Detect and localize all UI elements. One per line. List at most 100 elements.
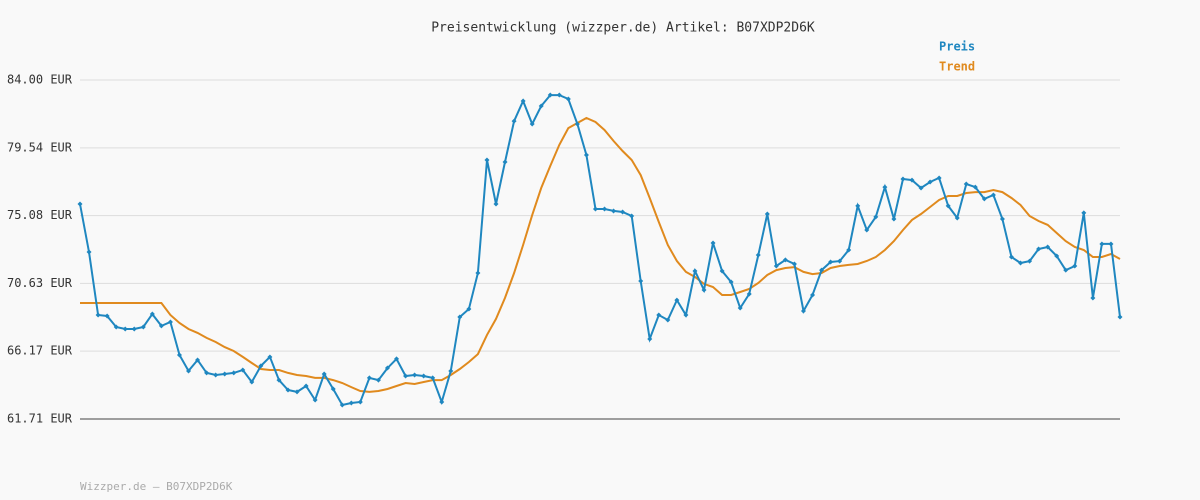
- point-marker: [95, 312, 101, 318]
- point-marker: [1081, 210, 1087, 216]
- point-marker: [828, 259, 834, 265]
- point-marker: [1036, 246, 1042, 252]
- point-marker: [538, 103, 544, 109]
- point-marker: [394, 356, 400, 362]
- point-marker: [104, 313, 110, 319]
- point-marker: [683, 312, 689, 318]
- point-marker: [592, 206, 598, 212]
- point-marker: [945, 203, 951, 209]
- point-marker: [1090, 295, 1096, 301]
- point-marker: [131, 326, 137, 332]
- point-marker: [629, 213, 635, 219]
- point-marker: [240, 367, 246, 373]
- point-marker: [403, 373, 409, 379]
- point-marker: [186, 368, 192, 374]
- point-marker: [547, 92, 553, 98]
- point-marker: [484, 157, 490, 163]
- point-marker: [339, 402, 345, 408]
- point-marker: [511, 118, 517, 124]
- point-marker: [475, 270, 481, 276]
- point-marker: [927, 179, 933, 185]
- y-tick-label: 75.08 EUR: [7, 208, 73, 222]
- point-marker: [981, 196, 987, 202]
- point-marker: [140, 324, 146, 330]
- point-marker: [999, 216, 1005, 222]
- point-marker: [692, 268, 698, 274]
- y-tick-label: 84.00 EUR: [7, 73, 73, 87]
- point-marker: [791, 261, 797, 267]
- point-marker: [457, 314, 463, 320]
- point-marker: [1045, 244, 1051, 250]
- point-marker: [357, 399, 363, 405]
- point-marker: [267, 354, 273, 360]
- point-marker: [963, 181, 969, 187]
- point-marker: [122, 326, 128, 332]
- point-marker: [1099, 241, 1105, 247]
- point-marker: [466, 306, 472, 312]
- point-marker: [448, 368, 454, 374]
- point-marker: [864, 227, 870, 233]
- point-marker: [918, 185, 924, 191]
- point-marker: [782, 257, 788, 263]
- point-marker: [800, 308, 806, 314]
- point-marker: [502, 159, 508, 165]
- point-marker: [1108, 241, 1114, 247]
- point-marker: [231, 370, 237, 376]
- point-marker: [674, 297, 680, 303]
- point-marker: [1018, 260, 1024, 266]
- point-marker: [77, 201, 83, 207]
- point-marker: [936, 175, 942, 181]
- point-marker: [719, 268, 725, 274]
- point-marker: [330, 386, 336, 392]
- point-marker: [773, 263, 779, 269]
- point-marker: [900, 176, 906, 182]
- series-line: [80, 116, 1121, 393]
- point-marker: [1072, 263, 1078, 269]
- point-marker: [737, 305, 743, 311]
- point-marker: [520, 98, 526, 104]
- point-marker: [366, 375, 372, 381]
- point-marker: [1027, 258, 1033, 264]
- point-marker: [611, 208, 617, 214]
- point-marker: [873, 214, 879, 220]
- footer: Wizzper.de – B07XDP2D6K: [80, 480, 233, 493]
- y-tick-label: 79.54 EUR: [7, 140, 73, 154]
- point-marker: [710, 240, 716, 246]
- point-marker: [746, 291, 752, 297]
- point-marker: [972, 184, 978, 190]
- point-marker: [439, 399, 445, 405]
- point-marker: [620, 209, 626, 215]
- point-marker: [837, 258, 843, 264]
- point-marker: [1063, 267, 1069, 273]
- point-marker: [855, 203, 861, 209]
- point-marker: [348, 400, 354, 406]
- y-tick-label: 70.63 EUR: [7, 276, 73, 290]
- point-marker: [158, 323, 164, 329]
- y-tick-label: 66.17 EUR: [7, 344, 73, 358]
- point-marker: [222, 371, 228, 377]
- point-marker: [701, 287, 707, 293]
- point-marker: [1117, 314, 1123, 320]
- point-marker: [990, 192, 996, 198]
- legend-label: Trend: [939, 60, 975, 74]
- point-marker: [1008, 254, 1014, 260]
- series-line: [79, 94, 1121, 407]
- point-marker: [728, 279, 734, 285]
- point-marker: [249, 379, 255, 385]
- point-marker: [647, 336, 653, 342]
- point-marker: [430, 375, 436, 381]
- point-marker: [493, 201, 499, 207]
- point-marker: [321, 371, 327, 377]
- point-marker: [755, 252, 761, 258]
- point-marker: [909, 177, 915, 183]
- point-marker: [384, 365, 390, 371]
- point-marker: [1054, 253, 1060, 259]
- point-marker: [638, 278, 644, 284]
- point-marker: [556, 92, 562, 98]
- point-marker: [574, 121, 580, 127]
- point-marker: [602, 206, 608, 212]
- point-marker: [213, 372, 219, 378]
- point-marker: [819, 267, 825, 273]
